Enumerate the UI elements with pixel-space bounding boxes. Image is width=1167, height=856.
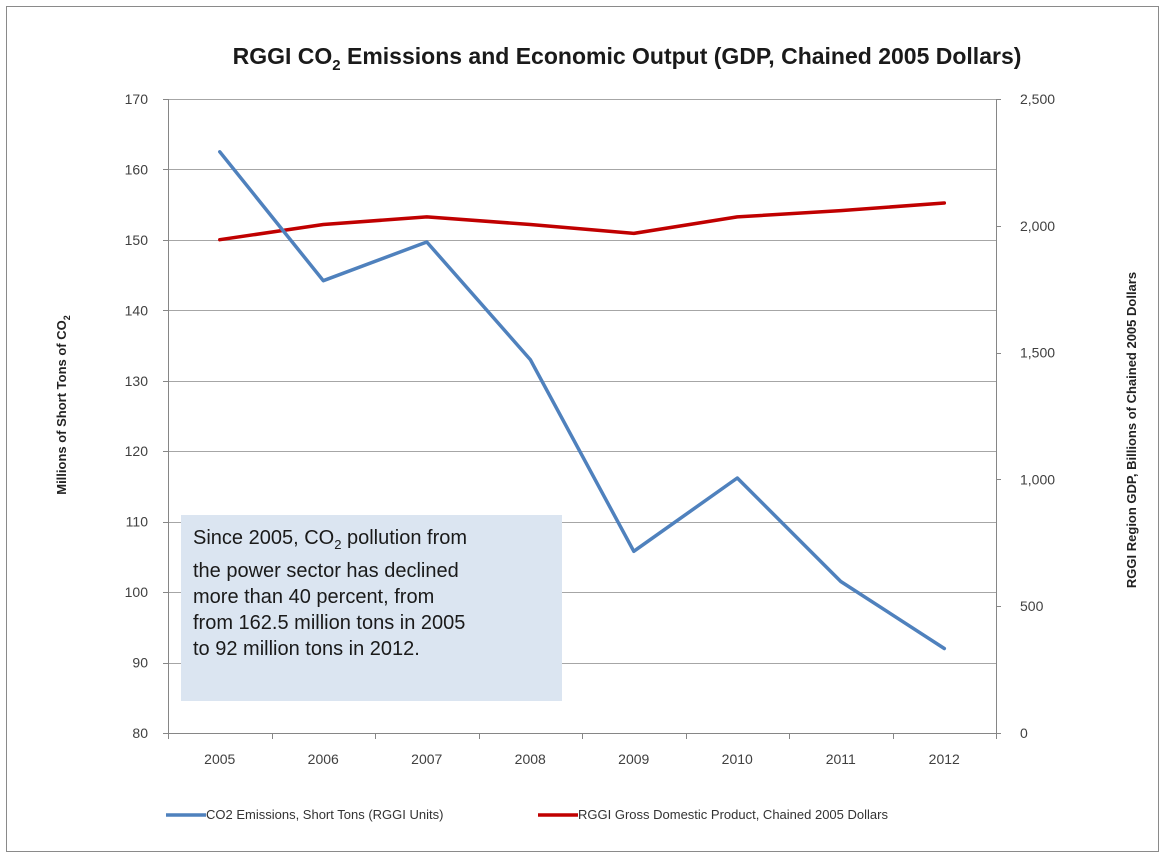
left-axis-title: Millions of Short Tons of CO2: [54, 315, 72, 495]
left-tick-label: 90: [132, 655, 148, 671]
left-tick-label: 100: [125, 584, 149, 600]
chart-frame: [6, 6, 1159, 852]
legend-item-co2-label: CO2 Emissions, Short Tons (RGGI Units): [206, 807, 443, 822]
right-tick-label: 2,000: [1020, 218, 1055, 234]
callout-line: the power sector has declined: [193, 560, 459, 582]
left-tick-label: 110: [126, 514, 149, 530]
callout-line: from 162.5 million tons in 2005: [193, 612, 466, 634]
x-tick-label: 2007: [411, 751, 442, 767]
left-tick-label: 80: [132, 725, 148, 741]
x-tick-label: 2005: [204, 751, 235, 767]
series-layer: [218, 150, 947, 651]
gdp-series-line: [218, 201, 947, 242]
left-tick-label: 160: [125, 161, 149, 177]
right-tick-label: 1,500: [1020, 345, 1055, 361]
right-axis-title: RGGI Region GDP, Billions of Chained 200…: [1124, 272, 1139, 588]
left-tick-label: 170: [125, 91, 149, 107]
x-tick-label: 2012: [929, 751, 960, 767]
right-tick-label: 2,500: [1020, 91, 1055, 107]
left-tick-label: 140: [125, 302, 149, 318]
x-axis-tick-labels: 2005 2006 2007 2008 2009 2010 2011 2012: [204, 751, 960, 767]
co2-series-line: [218, 150, 947, 651]
left-tick-label: 120: [125, 443, 149, 459]
right-tick-label: 1,000: [1020, 471, 1055, 487]
callout-line: more than 40 percent, from: [193, 586, 435, 608]
right-tick-label: 500: [1020, 598, 1044, 614]
x-tick-label: 2010: [722, 751, 753, 767]
right-axis-tick-labels: 0 500 1,000 1,500 2,000 2,500: [1020, 91, 1055, 741]
legend-item-gdp-label: RGGI Gross Domestic Product, Chained 200…: [578, 807, 888, 822]
callout-line: Since 2005, CO2 pollution from: [193, 527, 468, 552]
left-axis-tick-labels: 80 90 100 110 120 130 140 150 160 170: [125, 91, 149, 741]
chart-title: RGGI CO2 Emissions and Economic Output (…: [233, 43, 1022, 74]
legend: CO2 Emissions, Short Tons (RGGI Units) RG…: [166, 807, 888, 822]
x-tick-label: 2009: [618, 751, 649, 767]
right-tick-label: 0: [1020, 725, 1028, 741]
callout-note: Since 2005, CO2 pollution from the power…: [181, 515, 562, 701]
x-tick-label: 2011: [826, 751, 856, 767]
x-tick-label: 2008: [515, 751, 546, 767]
left-tick-label: 150: [125, 232, 149, 248]
left-tick-label: 130: [125, 373, 149, 389]
callout-line: to 92 million tons in 2012.: [193, 638, 420, 660]
x-tick-label: 2006: [308, 751, 339, 767]
